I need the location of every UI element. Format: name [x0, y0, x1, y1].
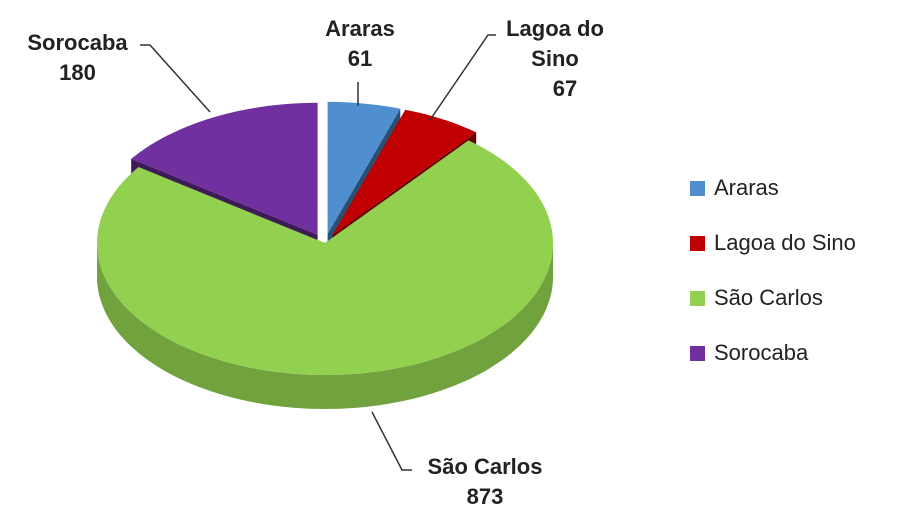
data-label: São Carlos 873: [405, 452, 565, 512]
legend-label: São Carlos: [714, 285, 823, 310]
leader-line: [140, 44, 211, 113]
legend: Araras Lagoa do Sino São Carlos Sorocaba: [690, 175, 856, 365]
label-value: 180: [59, 60, 96, 85]
label-name: Lagoa do Sino: [506, 16, 604, 71]
legend-swatch: [690, 181, 705, 196]
slice-tops: [97, 101, 553, 375]
legend-label: Sorocaba: [714, 340, 809, 365]
slice: [327, 101, 401, 234]
legend-swatch: [690, 291, 705, 306]
leader-line: [429, 34, 496, 121]
label-name: Sorocaba: [27, 30, 128, 55]
legend-label: Araras: [714, 175, 779, 200]
data-label: Araras 61: [310, 14, 410, 74]
leader-line: [371, 411, 412, 471]
slice: [97, 140, 553, 375]
slice: [332, 109, 477, 235]
legend-swatch: [690, 236, 705, 251]
label-value: 61: [347, 46, 373, 71]
leader-lines: [140, 34, 496, 471]
data-label: Sorocaba 180: [15, 28, 140, 88]
data-label: Lagoa do Sino 67: [495, 14, 615, 104]
label-name: São Carlos: [427, 454, 543, 479]
label-value: 873: [466, 484, 504, 509]
label-value: 67: [552, 76, 578, 101]
slice: [131, 102, 318, 235]
legend-swatch: [690, 346, 705, 361]
label-name: Araras: [325, 16, 395, 41]
slice-side: [97, 243, 553, 409]
legend-label: Lagoa do Sino: [714, 230, 856, 255]
